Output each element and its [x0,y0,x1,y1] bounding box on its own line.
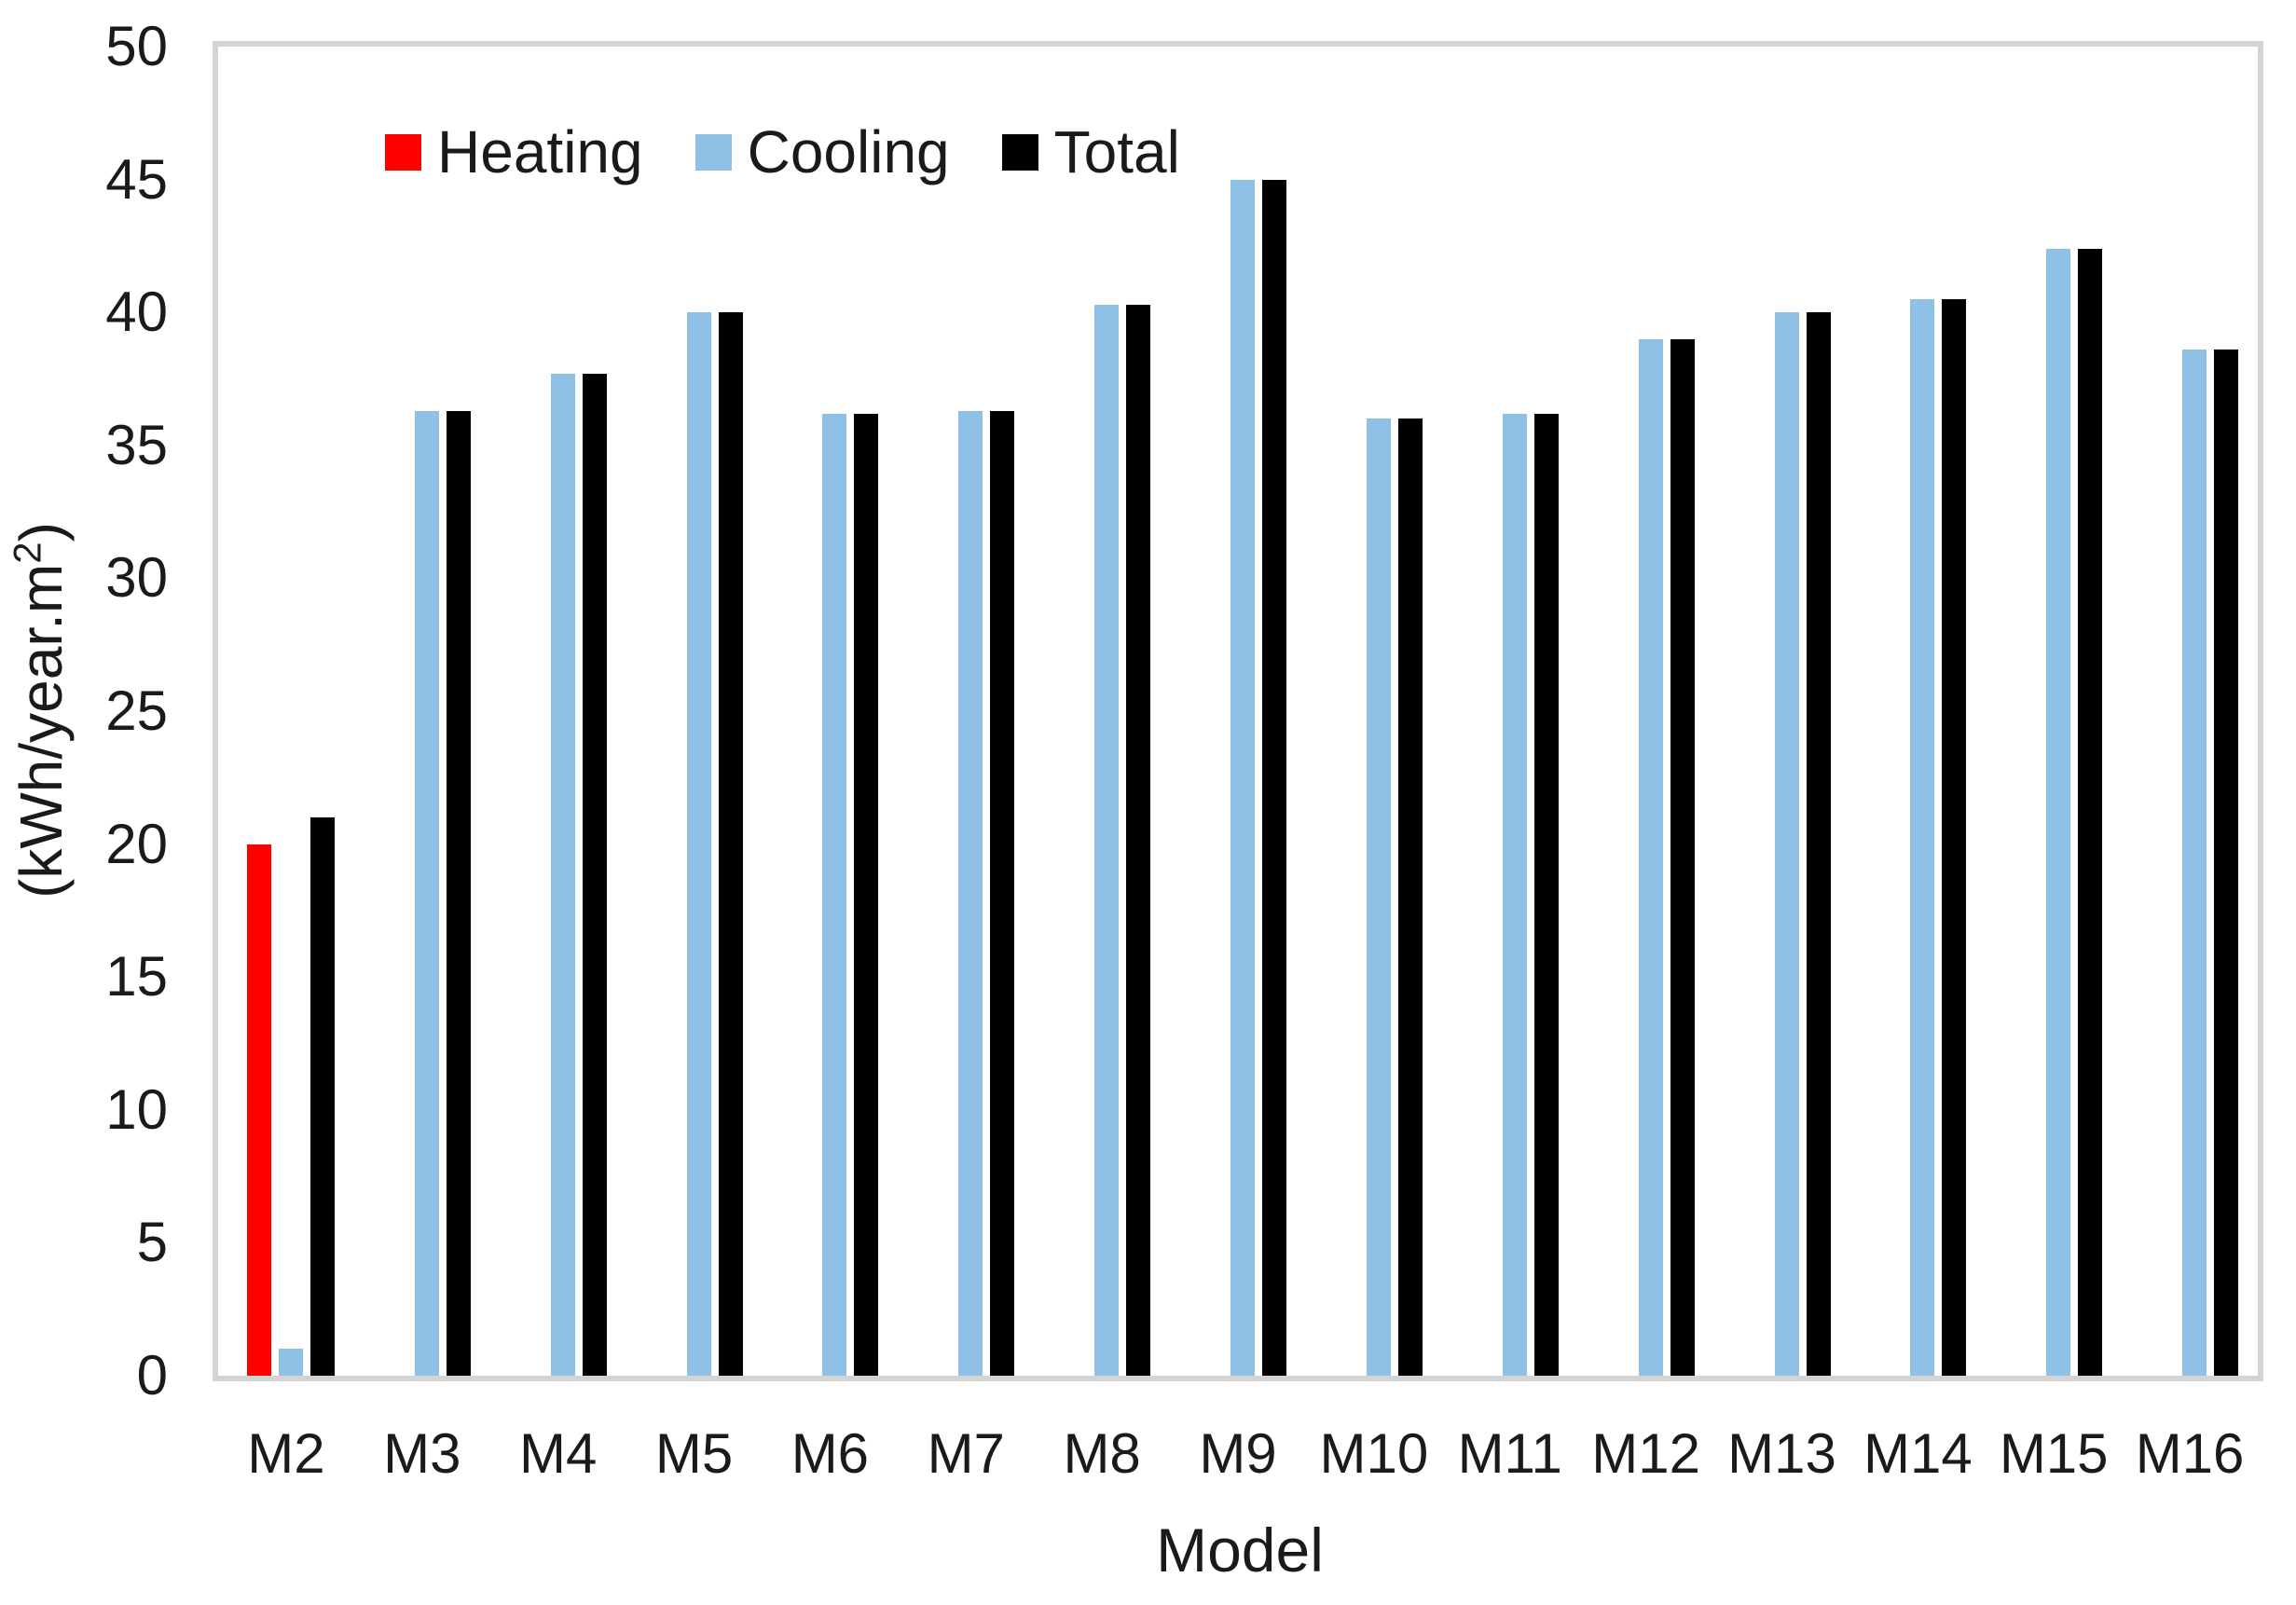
bar-heating-m2 [247,844,271,1376]
bar-total-m6 [854,413,879,1376]
bar-group-m5 [626,47,763,1376]
x-axis-tick-label-m13: M13 [1727,1422,1836,1485]
plot-area [213,41,2263,1381]
bar-group-m16 [2122,47,2258,1376]
legend-item-total: Total [1001,118,1180,185]
x-axis-tick-label-m8: M8 [1063,1422,1141,1485]
y-axis-tick-label: 5 [136,1211,168,1274]
bar-total-m16 [2214,350,2239,1376]
y-axis-tick-label: 15 [105,945,168,1008]
x-axis-tick-label-m3: M3 [383,1422,461,1485]
bar-cooling-m6 [822,413,847,1376]
x-axis-tick-label-m14: M14 [1863,1422,1973,1485]
y-axis-tick-label: 30 [105,546,168,610]
y-axis-tick-label: 35 [105,413,168,476]
bar-total-m15 [2078,248,2103,1376]
bar-cooling-m8 [1094,304,1120,1376]
y-axis-tick-label: 40 [105,281,168,344]
bar-cooling-m4 [550,373,575,1376]
bar-group-m11 [1442,47,1578,1376]
bar-cooling-m14 [1910,298,1935,1376]
x-axis-title: Model [1156,1516,1324,1584]
bar-total-m13 [1806,312,1831,1376]
bar-cooling-m3 [414,410,439,1376]
x-axis-tick-label-m16: M16 [2135,1422,2245,1485]
bar-total-m5 [718,312,743,1376]
y-axis-tick-label: 50 [105,15,168,77]
bar-total-m10 [1397,418,1423,1376]
bar-group-m6 [762,47,898,1376]
legend: Heating Cooling Total [385,121,1180,183]
bar-group-m4 [490,47,626,1376]
x-axis-tick-label-m15: M15 [1999,1422,2109,1485]
cooling-legend-swatch [694,133,732,171]
bar-total-m8 [1126,304,1151,1376]
bar-cooling-m15 [2046,248,2071,1376]
y-axis-tick-label: 25 [105,679,168,742]
bar-total-m9 [1262,179,1287,1376]
legend-label: Cooling [747,118,950,185]
x-axis-tick-label-m4: M4 [518,1422,598,1485]
bar-cooling-m7 [958,410,983,1376]
bar-group-m15 [1986,47,2122,1376]
bar-total-m4 [582,373,607,1376]
legend-label: Heating [437,118,643,185]
x-axis-tick-label-m2: M2 [247,1422,325,1485]
bar-total-m3 [446,410,471,1376]
x-axis-tick-label-m5: M5 [654,1422,734,1485]
bar-group-m2 [218,47,354,1376]
bar-cooling-m2 [279,1349,303,1376]
bar-cooling-m9 [1230,179,1256,1376]
bar-group-m10 [1306,47,1442,1376]
bar-total-m14 [1942,298,1967,1376]
bar-group-m12 [1578,47,1714,1376]
bar-cooling-m10 [1366,418,1391,1376]
bar-cooling-m13 [1774,312,1799,1376]
bar-group-m9 [1170,47,1306,1376]
heating-legend-swatch [385,133,421,171]
x-axis-tick-label-m11: M11 [1457,1422,1562,1485]
bar-group-m8 [1034,47,1170,1376]
y-axis-tick-label: 0 [136,1344,168,1406]
legend-item-heating: Heating [385,121,643,183]
bar-total-m2 [310,817,335,1376]
bar-total-m7 [990,410,1015,1376]
bar-group-m13 [1714,47,1850,1376]
legend-label: Total [1053,118,1180,185]
bar-cooling-m16 [2182,350,2207,1376]
y-axis-tick-label: 20 [105,812,168,875]
bar-group-m7 [898,47,1034,1376]
bar-total-m11 [1533,413,1559,1376]
bar-group-m14 [1849,47,1986,1376]
x-axis-tick-label-m12: M12 [1591,1422,1700,1485]
bar-total-m12 [1670,338,1695,1376]
x-axis-tick-label-m10: M10 [1319,1422,1429,1485]
bar-cooling-m12 [1638,338,1663,1376]
x-axis-tick-label-m6: M6 [791,1422,870,1485]
x-axis-tick-label-m7: M7 [927,1422,1005,1485]
bar-cooling-m11 [1502,413,1527,1376]
bar-group-m3 [354,47,490,1376]
legend-item-cooling: Cooling [694,118,950,185]
y-axis-tick-label: 45 [105,147,168,211]
x-axis-tick-label-m9: M9 [1199,1422,1277,1485]
y-axis-tick-label: 10 [105,1077,168,1141]
bar-cooling-m5 [686,312,711,1376]
y-axis-title-close: ) [7,522,75,542]
total-legend-swatch [1001,133,1038,171]
